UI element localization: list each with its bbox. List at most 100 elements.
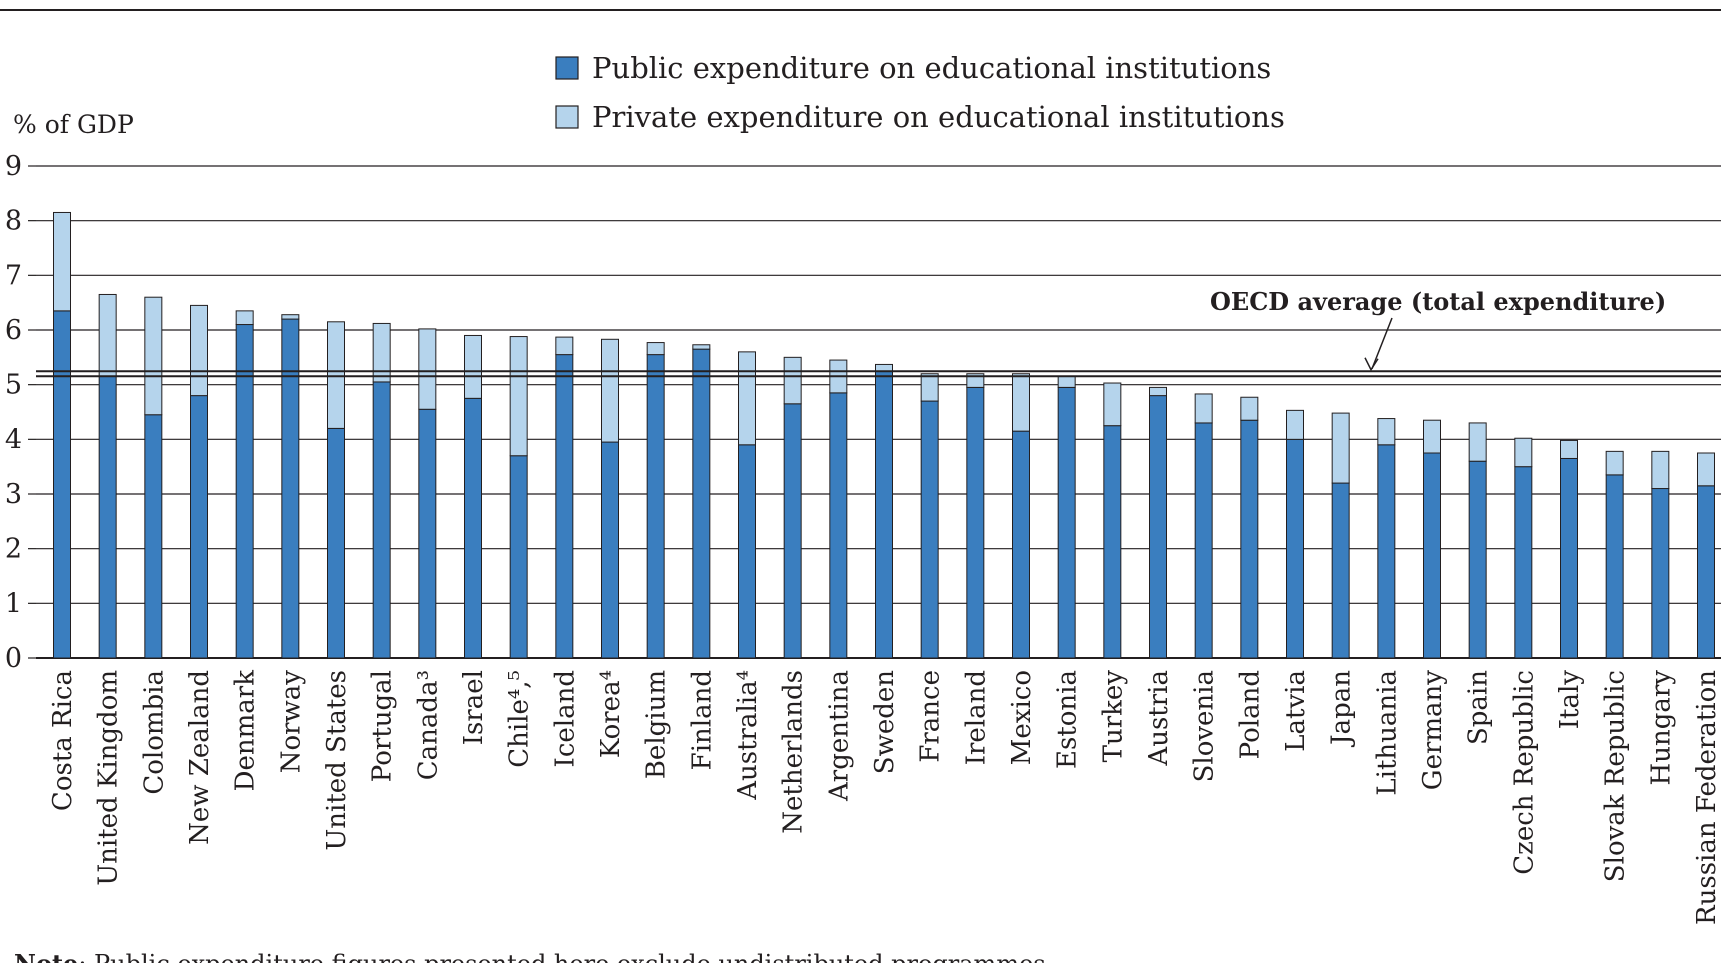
- x-tick-label: Poland: [1235, 670, 1265, 759]
- x-tick-label: France: [916, 670, 946, 763]
- bar-public: [646, 354, 665, 659]
- bar-public: [1057, 386, 1076, 659]
- bar-public: [1423, 452, 1441, 659]
- y-tick-label: 8: [5, 206, 22, 237]
- bar-private: [920, 373, 939, 402]
- x-tick-label: Spain: [1464, 670, 1494, 745]
- legend: Public expenditure on educational instit…: [555, 51, 1285, 134]
- y-tick-label: 7: [5, 260, 22, 291]
- y-tick-label: 0: [5, 643, 22, 674]
- bar-public: [738, 444, 756, 659]
- bar-private: [1194, 393, 1213, 424]
- bar-private: [98, 293, 117, 377]
- x-tick-label: Iceland: [550, 670, 580, 767]
- bar-public: [327, 427, 345, 659]
- bar-public: [1377, 444, 1396, 659]
- note-text: : Public expenditure figures presented h…: [78, 950, 1053, 963]
- x-tick-label: Sweden: [870, 670, 900, 774]
- bar-public: [783, 403, 802, 659]
- x-tick-label: Colombia: [139, 670, 169, 795]
- bar-private: [281, 314, 300, 320]
- legend-label-private: Private expenditure on educational insti…: [592, 100, 1285, 134]
- bar-private: [1377, 418, 1396, 446]
- bar-private: [1423, 419, 1441, 454]
- x-tick-label: Canada³: [413, 670, 443, 780]
- bar-private: [1468, 422, 1487, 462]
- legend-swatch-public: [555, 56, 579, 80]
- bar-private: [418, 328, 437, 410]
- bar-public: [53, 310, 71, 659]
- note-label: Note: [14, 949, 78, 963]
- x-tick-label: Slovenia: [1190, 670, 1220, 782]
- bar-public: [509, 455, 528, 659]
- bar-public: [1560, 457, 1578, 659]
- bar-private: [190, 304, 208, 397]
- bar-private: [1286, 409, 1304, 440]
- bar-public: [1012, 430, 1030, 659]
- x-tick-label: Ireland: [961, 670, 991, 765]
- y-tick-label: 2: [5, 534, 22, 565]
- bar-public: [1194, 422, 1213, 659]
- bar-private: [1057, 375, 1076, 388]
- bar-public: [875, 370, 893, 659]
- x-tick-label: Hungary: [1646, 670, 1676, 786]
- bar-public: [144, 414, 163, 659]
- bar-public: [829, 392, 848, 659]
- legend-label-public: Public expenditure on educational instit…: [592, 51, 1271, 85]
- x-tick-label: Mexico: [1007, 670, 1037, 765]
- bar-public: [1286, 438, 1304, 659]
- bar-public: [235, 324, 254, 659]
- bar-public: [418, 408, 437, 659]
- bar-private: [464, 334, 482, 399]
- bar-private: [1240, 396, 1259, 421]
- x-tick-label: Slovak Republic: [1601, 670, 1631, 882]
- bar-private: [327, 321, 345, 429]
- bar-private: [646, 342, 665, 356]
- bar-private: [601, 338, 619, 443]
- bar-public: [98, 375, 117, 659]
- x-tick-label: Turkey: [1098, 670, 1128, 763]
- y-tick-label: 5: [5, 370, 22, 401]
- bar-public: [920, 400, 939, 659]
- bar-public: [1605, 474, 1624, 659]
- bar-public: [692, 348, 711, 659]
- x-tick-label: Belgium: [642, 670, 672, 779]
- x-tick-label: Denmark: [231, 670, 261, 792]
- y-tick-label: 1: [5, 588, 22, 619]
- bar-public: [1697, 485, 1715, 659]
- bar-public: [966, 386, 985, 659]
- oecd-average-annotation: OECD average (total expenditure): [1210, 287, 1666, 316]
- bar-private: [1012, 373, 1030, 432]
- bar-private: [1651, 450, 1670, 490]
- bar-private: [555, 336, 574, 356]
- x-tick-label: Norway: [276, 670, 306, 774]
- bar-public: [1331, 482, 1350, 659]
- y-tick-label: 6: [5, 315, 22, 346]
- bar-public: [464, 397, 482, 659]
- x-tick-label: Chile⁴,⁵: [505, 670, 535, 768]
- x-tick-label: Italy: [1555, 670, 1585, 730]
- bar-private: [509, 336, 528, 457]
- x-tick-label: Latvia: [1281, 670, 1311, 752]
- x-tick-label: Israel: [459, 670, 489, 745]
- bar-public: [1240, 419, 1259, 659]
- bar-public: [281, 318, 300, 659]
- x-axis-labels: Costa Rica United Kingdom Colombia New Zeal…: [48, 670, 1721, 925]
- bar-public: [1468, 460, 1487, 659]
- x-tick-label: Australia⁴: [733, 670, 763, 801]
- x-tick-label: Czech Republic: [1509, 670, 1539, 875]
- bar-private: [1605, 450, 1624, 476]
- x-tick-label: Finland: [687, 670, 717, 770]
- y-tick-label: 3: [5, 479, 22, 510]
- oecd-average: OECD average (total expenditure): [36, 287, 1721, 378]
- bar-private: [738, 351, 756, 446]
- x-tick-label: Estonia: [1053, 670, 1083, 769]
- bar-private: [1331, 412, 1350, 484]
- x-tick-label: Netherlands: [779, 670, 809, 834]
- x-tick-label: Lithuania: [1372, 670, 1402, 796]
- chart-note: Note: Public expenditure figures present…: [14, 949, 1053, 963]
- bar-public: [1149, 395, 1167, 659]
- bar-private: [1103, 382, 1122, 427]
- bar-public: [372, 381, 391, 659]
